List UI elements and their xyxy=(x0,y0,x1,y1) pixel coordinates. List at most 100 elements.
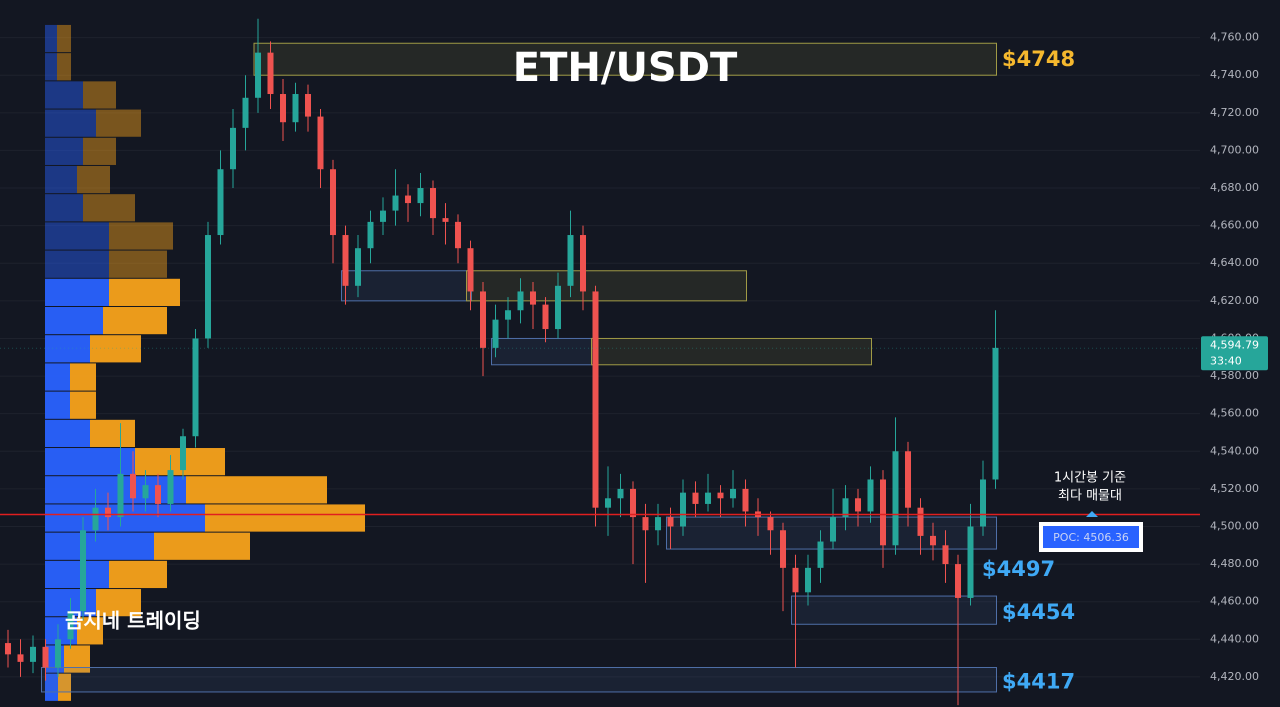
candle-body xyxy=(580,235,586,292)
profile-sell xyxy=(57,53,71,81)
candle-body xyxy=(542,304,549,330)
candle-body xyxy=(917,507,924,536)
candle-body xyxy=(355,248,361,286)
candle-body xyxy=(692,492,699,504)
candle-body xyxy=(92,507,99,531)
candle-body xyxy=(530,291,536,305)
chart-title: ETH/USDT xyxy=(513,45,738,91)
profile-sell xyxy=(96,589,141,617)
candle-body xyxy=(517,291,524,311)
y-tick-label: 4,440.00 xyxy=(1210,632,1259,645)
candle-body xyxy=(105,507,111,518)
profile-sell xyxy=(77,617,103,645)
last-price-label: 4,594.79 xyxy=(1210,338,1259,351)
profile-buy xyxy=(45,363,70,391)
y-tick-label: 4,520.00 xyxy=(1210,482,1259,495)
y-tick-label: 4,480.00 xyxy=(1210,557,1259,570)
profile-buy xyxy=(45,137,83,165)
candle-body xyxy=(905,451,911,508)
candle-body xyxy=(742,488,749,512)
level-label: $4417 xyxy=(1002,670,1075,694)
profile-sell xyxy=(58,673,71,701)
candle-body xyxy=(292,94,299,123)
candle-body xyxy=(955,564,961,598)
y-tick-label: 4,700.00 xyxy=(1210,143,1259,156)
candle-body xyxy=(930,535,936,546)
candle-body xyxy=(730,488,736,499)
candle-body xyxy=(30,646,36,662)
profile-buy xyxy=(45,109,96,137)
candle-body xyxy=(405,195,411,204)
candle-body xyxy=(5,643,11,655)
profile-sell xyxy=(109,222,173,250)
candle-body xyxy=(492,319,499,348)
candle-body xyxy=(180,436,186,471)
zone xyxy=(791,595,997,625)
candle-body xyxy=(642,517,649,531)
profile-buy xyxy=(45,250,109,278)
y-tick-label: 4,460.00 xyxy=(1210,595,1259,608)
candle-body xyxy=(130,473,136,499)
candle-body xyxy=(555,285,561,330)
candle-body xyxy=(380,210,386,222)
profile-sell xyxy=(96,109,141,137)
candle-body xyxy=(892,451,899,546)
profile-sell xyxy=(64,645,90,673)
level-label: $4748 xyxy=(1002,47,1075,71)
profile-buy xyxy=(45,53,57,81)
bar-timer: 33:40 xyxy=(1210,354,1242,367)
profile-sell xyxy=(109,560,167,589)
candle-body xyxy=(667,517,674,527)
candle-body xyxy=(267,52,274,95)
candle-body xyxy=(617,488,624,499)
candle-body xyxy=(855,498,861,512)
profile-buy xyxy=(45,81,83,109)
profile-buy xyxy=(45,419,90,448)
candle-body xyxy=(842,498,849,518)
candle-body xyxy=(630,488,636,518)
candle-body xyxy=(480,291,486,348)
candle-body xyxy=(417,188,424,204)
candle-body xyxy=(242,97,249,128)
profile-buy xyxy=(45,504,205,532)
candle-body xyxy=(592,291,599,508)
profile-buy xyxy=(45,222,109,250)
zone xyxy=(341,270,472,302)
profile-buy xyxy=(45,448,135,476)
y-tick-label: 4,760.00 xyxy=(1210,31,1259,44)
candle-body xyxy=(280,94,286,123)
y-tick-label: 4,580.00 xyxy=(1210,369,1259,382)
profile-sell xyxy=(83,137,116,165)
candle-body xyxy=(817,541,824,568)
candle-body xyxy=(142,485,149,499)
y-tick-label: 4,500.00 xyxy=(1210,519,1259,532)
candle-body xyxy=(205,235,211,339)
watermark: 곰지네 트레이딩 xyxy=(65,609,201,633)
candle-body xyxy=(305,94,311,117)
candle-body xyxy=(455,221,461,249)
profile-sell xyxy=(77,165,110,194)
profile-buy xyxy=(45,335,90,363)
candle-body xyxy=(980,479,986,527)
profile-sell xyxy=(57,24,71,53)
profile-buy xyxy=(45,532,154,560)
profile-buy xyxy=(45,391,70,419)
candle-body xyxy=(992,347,999,480)
candle-body xyxy=(942,545,949,565)
profile-sell xyxy=(109,278,180,306)
level-label: $4497 xyxy=(982,557,1055,581)
candle-body xyxy=(967,526,974,598)
profile-sell xyxy=(83,194,135,222)
candle-body xyxy=(767,517,774,531)
profile-buy xyxy=(45,306,103,335)
candle-body xyxy=(505,310,511,320)
profile-buy xyxy=(45,560,109,589)
zone xyxy=(253,42,997,76)
profile-sell xyxy=(70,363,96,391)
candle-body xyxy=(80,530,86,612)
candle-body xyxy=(805,567,811,593)
y-tick-label: 4,540.00 xyxy=(1210,444,1259,457)
candle-body xyxy=(792,567,799,593)
last-price-tag xyxy=(1201,336,1268,371)
